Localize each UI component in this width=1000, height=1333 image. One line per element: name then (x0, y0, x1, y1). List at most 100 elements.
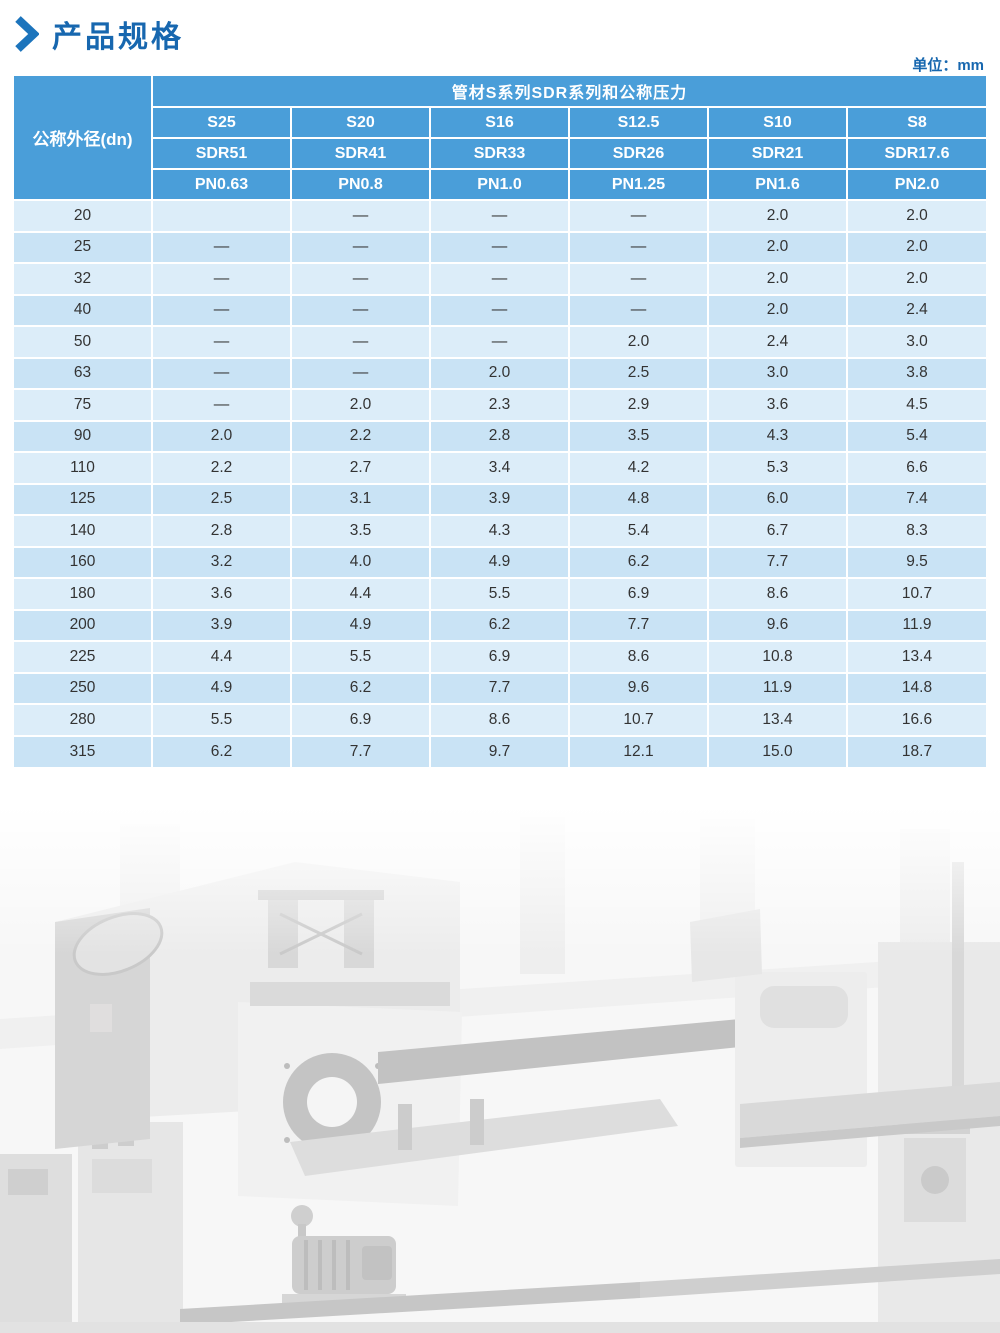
table-row: 32— — — —2.0 2.0 (13, 262, 988, 296)
table-row: 180 3.6 4.4 5.5 6.9 8.6 10.7 (13, 577, 988, 611)
cell-value: 16.6 (845, 703, 988, 737)
cell-value: — (290, 325, 431, 359)
cell-value: — (151, 293, 292, 327)
table-row: 250 4.9 6.2 7.7 9.6 11.9 14.8 (13, 671, 988, 705)
cell-dn: 20 (13, 199, 153, 233)
cell-value: — (429, 262, 570, 296)
cell-value: 4.3 (707, 419, 848, 453)
cell-dn: 110 (13, 451, 153, 485)
cell-value: 9.6 (707, 608, 848, 642)
table-row: 75—2.0 2.3 2.9 3.6 4.5 (13, 388, 988, 422)
cell-value: 11.9 (707, 671, 848, 705)
table-row: 50— — —2.0 2.4 3.0 (13, 325, 988, 359)
cell-value: 13.4 (707, 703, 848, 737)
col-header-s: S10 (707, 106, 848, 139)
cell-dn: 315 (13, 734, 153, 768)
cell-value: — (151, 262, 292, 296)
table-row: 225 4.4 5.5 6.9 8.6 10.8 13.4 (13, 640, 988, 674)
cell-value: 2.8 (151, 514, 292, 548)
cell-value: — (429, 293, 570, 327)
col-header-s: S20 (290, 106, 431, 139)
cell-value: 3.1 (290, 482, 431, 516)
cell-value: — (151, 325, 292, 359)
cell-value: 2.0 (290, 388, 431, 422)
cell-value: 6.0 (707, 482, 848, 516)
cell-dn: 125 (13, 482, 153, 516)
cell-dn: 32 (13, 262, 153, 296)
cell-value: — (429, 230, 570, 264)
cell-dn: 50 (13, 325, 153, 359)
col-header-pn: PN1.6 (707, 168, 848, 201)
cell-value: 2.4 (845, 293, 988, 327)
cell-value: 6.9 (290, 703, 431, 737)
cell-value: 10.7 (845, 577, 988, 611)
group-header: 管材S系列SDR系列和公称压力 (150, 75, 988, 108)
cell-value: 6.9 (568, 577, 709, 611)
cell-dn: 280 (13, 703, 153, 737)
cell-value: 6.7 (707, 514, 848, 548)
table-row: 25— — — —2.0 2.0 (13, 230, 988, 264)
table-row: 315 6.2 7.7 9.7 12.1 15.0 18.7 (13, 734, 988, 768)
page-title: 产品规格 (52, 21, 184, 54)
cell-value: 2.0 (707, 230, 848, 264)
cell-value: 4.9 (429, 545, 570, 579)
cell-value: — (151, 356, 292, 390)
cell-value: 9.7 (429, 734, 570, 768)
cell-value: 6.6 (845, 451, 988, 485)
cell-value: 6.2 (568, 545, 709, 579)
cell-value: 4.2 (568, 451, 709, 485)
cell-value: 4.9 (290, 608, 431, 642)
cell-value: — (568, 199, 709, 233)
cell-value: 3.6 (151, 577, 292, 611)
cell-dn: 40 (13, 293, 153, 327)
header-row-sdr: SDR51 SDR41 SDR33 SDR26 SDR21 SDR17.6 (14, 137, 988, 170)
cell-value: 3.9 (429, 482, 570, 516)
table-row: 160 3.2 4.0 4.9 6.2 7.7 9.5 (13, 545, 988, 579)
cell-dn: 90 (13, 419, 153, 453)
cell-value (151, 199, 292, 233)
cell-value: 4.5 (845, 388, 988, 422)
cell-value: 6.2 (151, 734, 292, 768)
cell-value: 3.5 (568, 419, 709, 453)
cell-dn: 25 (13, 230, 153, 264)
cell-value: 9.5 (845, 545, 988, 579)
cell-value: 7.4 (845, 482, 988, 516)
cell-value: — (568, 293, 709, 327)
table-row: 140 2.8 3.5 4.3 5.4 6.7 8.3 (13, 514, 988, 548)
col-header-sdr: SDR21 (707, 137, 848, 170)
cell-value: 3.8 (845, 356, 988, 390)
cell-value: 3.4 (429, 451, 570, 485)
page-header: 产品规格 (14, 14, 1000, 54)
cell-value: 5.4 (845, 419, 988, 453)
cell-value: — (290, 230, 431, 264)
col-header-pn: PN0.63 (151, 168, 292, 201)
cell-value: 7.7 (290, 734, 431, 768)
cell-value: 3.5 (290, 514, 431, 548)
cell-value: 3.0 (845, 325, 988, 359)
cell-value: 3.0 (707, 356, 848, 390)
cell-value: 5.4 (568, 514, 709, 548)
cell-value: — (151, 388, 292, 422)
cell-value: 4.9 (151, 671, 292, 705)
cell-value: 6.2 (429, 608, 570, 642)
table-row: 125 2.5 3.1 3.9 4.8 6.0 7.4 (13, 482, 988, 516)
table-row: 280 5.5 6.9 8.6 10.7 13.4 16.6 (13, 703, 988, 737)
cell-value: 8.6 (568, 640, 709, 674)
cell-value: 14.8 (845, 671, 988, 705)
cell-value: 3.6 (707, 388, 848, 422)
cell-value: — (290, 293, 431, 327)
cell-dn: 225 (13, 640, 153, 674)
cell-dn: 180 (13, 577, 153, 611)
col-header-sdr: SDR17.6 (845, 137, 988, 170)
header-row-pn: PN0.63 PN0.8 PN1.0 PN1.25 PN1.6 PN2.0 (14, 168, 988, 201)
machinery-photo (0, 804, 1000, 1333)
cell-value: 2.2 (290, 419, 431, 453)
col-header-s: S25 (151, 106, 292, 139)
cell-value: 4.8 (568, 482, 709, 516)
cell-value: 8.6 (707, 577, 848, 611)
row-header-label: 公称外径(dn) (13, 75, 153, 201)
col-header-s: S8 (845, 106, 988, 139)
table-row: 20— — —2.0 2.0 (13, 199, 988, 233)
col-header-sdr: SDR51 (151, 137, 292, 170)
cell-value: 5.3 (707, 451, 848, 485)
